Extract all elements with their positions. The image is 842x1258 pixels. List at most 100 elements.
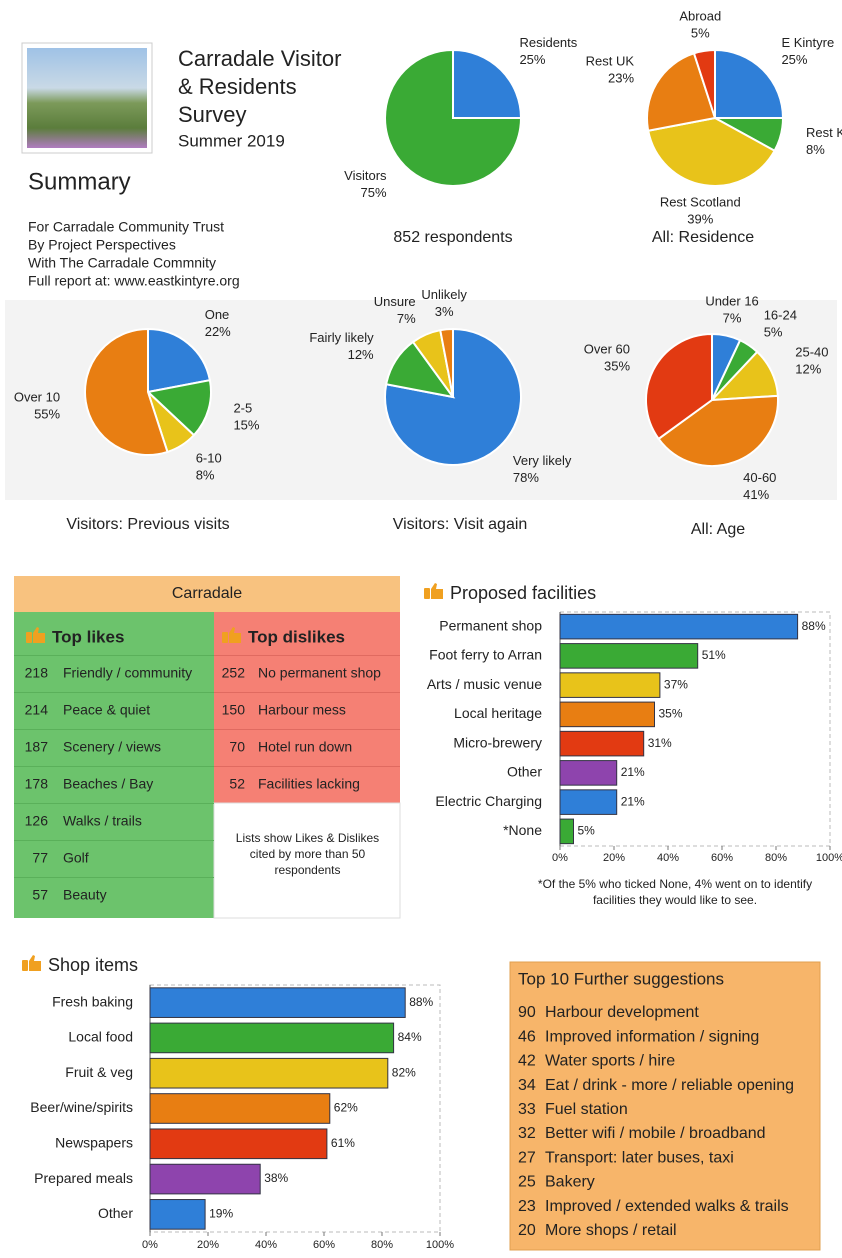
x-tick-label: 0%	[552, 852, 568, 864]
item: Improved information / signing	[545, 1028, 759, 1045]
count: 218	[25, 665, 49, 681]
thumb-icon	[22, 960, 28, 971]
slice-value-label: 12%	[348, 347, 374, 362]
bar	[560, 644, 698, 669]
bar	[560, 673, 660, 698]
slice-value-label: 41%	[743, 487, 769, 502]
value-label: 38%	[264, 1171, 288, 1185]
x-tick-label: 20%	[603, 852, 625, 864]
count: 187	[25, 739, 49, 755]
likes-panel	[14, 612, 214, 918]
count: 20	[518, 1222, 536, 1239]
item: Beauty	[63, 887, 107, 903]
item: Beaches / Bay	[63, 776, 153, 792]
count: 23	[518, 1198, 536, 1215]
category-label: Foot ferry to Arran	[429, 647, 542, 663]
count: 214	[25, 702, 49, 718]
footnote: *Of the 5% who ticked None, 4% went on t…	[530, 876, 820, 908]
slice-value-label: 25%	[781, 52, 807, 67]
title-line: Survey	[178, 102, 246, 127]
category-label: Fruit & veg	[65, 1064, 133, 1080]
slice-label: 25-40	[795, 344, 828, 359]
credit-line: By Project Perspectives	[28, 237, 176, 253]
slice-value-label: 35%	[604, 359, 630, 374]
thumb-icon	[26, 632, 32, 643]
value-label: 84%	[398, 1030, 422, 1044]
x-tick-label: 80%	[765, 852, 787, 864]
photo	[27, 48, 147, 148]
slice-label: Rest UK	[586, 54, 635, 69]
slice-label: Residents	[519, 35, 577, 50]
category-label: Permanent shop	[439, 617, 542, 633]
chart-title: 852 respondents	[393, 229, 512, 246]
value-label: 88%	[802, 619, 826, 633]
item: Scenery / views	[63, 739, 161, 755]
value-label: 35%	[659, 707, 683, 721]
item: Bakery	[545, 1174, 595, 1191]
slice-value-label: 8%	[806, 142, 825, 157]
value-label: 5%	[578, 824, 596, 838]
count: 150	[222, 702, 246, 718]
value-label: 51%	[702, 648, 726, 662]
slice-label: E Kintyre	[781, 35, 834, 50]
slice-value-label: 55%	[34, 406, 60, 421]
bar	[560, 819, 574, 844]
slice-label: One	[205, 307, 230, 322]
x-tick-label: 80%	[371, 1239, 393, 1251]
bar	[150, 988, 405, 1018]
value-label: 19%	[209, 1207, 233, 1221]
x-tick-label: 20%	[197, 1239, 219, 1251]
item: Harbour development	[545, 1004, 699, 1021]
value-label: 21%	[621, 765, 645, 779]
value-label: 21%	[621, 794, 645, 808]
bar	[560, 614, 798, 639]
likes-heading: Top likes	[52, 627, 124, 646]
count: 46	[518, 1028, 536, 1045]
slice-label: Over 10	[14, 389, 60, 404]
bar	[560, 761, 617, 786]
category-label: Prepared meals	[34, 1170, 133, 1186]
count: 52	[229, 776, 245, 792]
item: No permanent shop	[258, 665, 381, 681]
bar	[150, 1129, 327, 1159]
subtitle: Summer 2019	[178, 131, 285, 150]
title-line: & Residents	[178, 74, 297, 99]
bar	[560, 790, 617, 815]
page: Carradale Visitor & Residents Survey Summer…	[0, 0, 842, 1258]
count: 34	[518, 1077, 536, 1094]
count: 178	[25, 776, 49, 792]
thumb-icon	[431, 583, 443, 599]
slice-value-label: 39%	[687, 211, 713, 226]
slice-value-label: 15%	[233, 417, 259, 432]
category-label: *None	[503, 822, 542, 838]
category-label: Newspapers	[55, 1134, 133, 1150]
slice-label: Over 60	[584, 342, 630, 357]
credit-line: For Carradale Community Trust	[28, 219, 224, 235]
x-tick-label: 0%	[142, 1239, 158, 1251]
bar	[560, 731, 644, 756]
value-label: 37%	[664, 677, 688, 691]
slice-label: 2-5	[233, 400, 252, 415]
slice-value-label: 12%	[795, 361, 821, 376]
count: 77	[32, 850, 48, 866]
slice-label: Abroad	[679, 9, 721, 24]
category-label: Other	[98, 1205, 133, 1221]
item: Golf	[63, 850, 89, 866]
slice-label: 40-60	[743, 470, 776, 485]
credit-line: Full report at: www.eastkintyre.org	[28, 273, 240, 289]
chart-title: Visitors: Previous visits	[66, 516, 229, 533]
table-title: Carradale	[172, 585, 242, 602]
slice-label: Unlikely	[421, 287, 467, 302]
table-note: Lists show Likes & Dislikes cited by mor…	[225, 830, 390, 878]
count: 42	[518, 1053, 536, 1070]
slice-label: Very likely	[513, 453, 572, 468]
title-line: Carradale Visitor	[178, 46, 341, 71]
value-label: 88%	[409, 995, 433, 1009]
category-label: Local food	[68, 1029, 133, 1045]
slice-value-label: 5%	[691, 26, 710, 41]
item: Friendly / community	[63, 665, 192, 681]
item: More shops / retail	[545, 1222, 677, 1239]
item: Water sports / hire	[545, 1053, 675, 1070]
value-label: 31%	[648, 736, 672, 750]
item: Fuel station	[545, 1101, 628, 1118]
